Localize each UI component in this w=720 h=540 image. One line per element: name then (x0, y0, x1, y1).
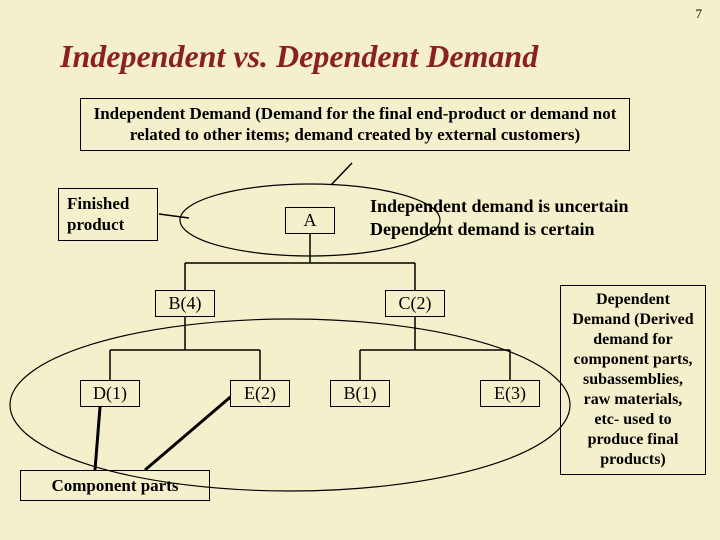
ellipses-overlay (0, 0, 720, 540)
node-B1: B(1) (330, 380, 390, 407)
node-A: A (285, 207, 335, 234)
node-C2: C(2) (385, 290, 445, 317)
node-B4: B(4) (155, 290, 215, 317)
node-D1: D(1) (80, 380, 140, 407)
node-E3: E(3) (480, 380, 540, 407)
node-E2: E(2) (230, 380, 290, 407)
